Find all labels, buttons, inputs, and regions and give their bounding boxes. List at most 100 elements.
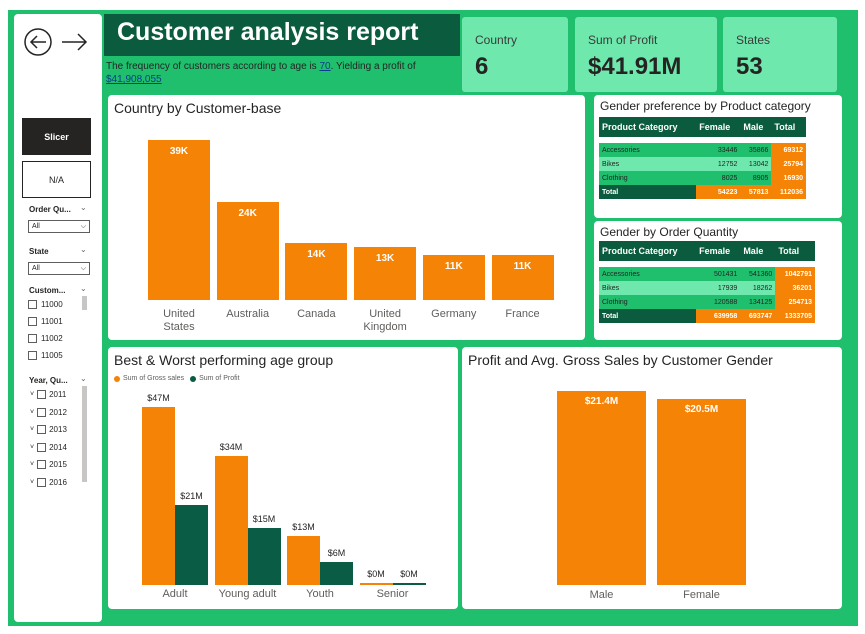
table-header-cell: Product Category [599,241,697,261]
title-banner [104,14,460,56]
customer-checkbox-item[interactable]: 11005 [28,351,63,360]
product-table-panel[interactable]: Gender preference by Product category Pr… [594,95,842,218]
bar-australia[interactable] [216,201,279,300]
caret-down-icon: ⌵ [80,265,86,272]
checkbox[interactable] [37,442,47,452]
table-cell: 35866 [740,143,772,157]
kpi-card-profit: Sum of Profit $41.91M [575,17,717,92]
age-group-chart-panel[interactable]: Best & Worst performing age group Sum of… [108,347,458,609]
year-checkbox-item[interactable]: ˅ 2013 [30,425,67,435]
table-title: Gender by Order Quantity [600,225,739,239]
year-checkbox-item[interactable]: ˅ 2011 [30,390,66,399]
year-checkbox-item[interactable]: ˅ 2014 [30,442,67,452]
bar-adult-profit[interactable] [175,505,208,585]
chevron-down-icon[interactable]: ˅ [30,479,35,486]
spacer-cell [771,137,806,143]
bar-senior-gross[interactable] [359,583,393,585]
forward-arrow-icon[interactable] [58,26,90,58]
checkbox[interactable] [37,460,47,470]
kpi-card-country: Country 6 [462,17,568,92]
bar-data-label: $21M [180,491,203,502]
bar-united-kingdom[interactable] [354,246,417,300]
year-checkbox-item[interactable]: ˅ 2012 [30,407,67,417]
bar-data-label: $0M [400,569,418,579]
year-label: 2015 [49,460,67,470]
bar-youth-gross[interactable] [287,535,320,585]
bar-france[interactable] [491,254,554,300]
category-label: Canada [297,308,336,320]
table-cell: 134125 [740,295,776,309]
gender-chart-panel[interactable]: Profit and Avg. Gross Sales by Customer … [462,347,842,609]
legend-dot-gross [114,375,120,382]
year-checkbox-item[interactable]: ˅ 2016 [30,478,67,487]
legend-label-profit: Sum of Profit [199,375,240,382]
customer-id: 11005 [41,351,63,360]
checkbox[interactable] [28,334,37,343]
table-cell: 69312 [771,143,806,157]
spacer-cell [740,261,776,267]
checkbox[interactable] [28,317,37,326]
customer-checkbox-item[interactable]: 11001 [28,317,63,326]
customer-checkbox-item[interactable]: 11002 [28,334,63,343]
chevron-down-icon[interactable]: ˅ [30,391,35,398]
customer-id: 11001 [41,317,63,326]
year-label: 2014 [49,442,67,452]
bar-young-adult-profit[interactable] [247,528,281,585]
bar-canada[interactable] [285,242,348,300]
checkbox[interactable] [37,478,47,487]
bar-young-adult-gross[interactable] [214,456,248,585]
checkbox[interactable] [37,407,47,417]
table-cell: Accessories [599,143,697,157]
table-cell: 8025 [696,171,741,185]
bar-united-states[interactable] [148,140,210,300]
table-cell: 112036 [771,185,806,199]
category-label: United States [163,308,195,333]
customer-checkbox-item[interactable]: 11000 [28,300,63,309]
table-total-row: Total 54223 57813 112036 [599,185,806,199]
chart-title: Country by Customer-base [114,100,282,116]
checkbox[interactable] [28,351,37,360]
category-label: Youth [306,588,334,600]
na-button[interactable]: N/A [22,161,91,198]
bar-germany[interactable] [422,254,485,300]
category-label: Male [589,589,614,601]
back-arrow-icon[interactable] [22,26,54,58]
bar-data-label: 11K [513,260,532,272]
state-slicer-label: State [29,247,49,256]
checkbox[interactable] [37,390,47,399]
order-quantity-dropdown[interactable]: All ⌵ [28,220,90,233]
year-scrollbar[interactable] [82,386,87,482]
bar-data-label: $6M [327,548,346,559]
subtitle-prefix: The frequency of customers according to … [106,61,320,72]
bar-senior-profit[interactable] [392,583,426,585]
checkbox[interactable] [37,425,47,435]
order-table-panel[interactable]: Gender by Order Quantity Product Categor… [594,221,842,340]
table-header-row: Product Category Female Male Total [599,117,806,137]
chevron-down-icon[interactable]: ˅ [30,408,35,416]
bar-youth-profit[interactable] [320,562,353,585]
checkbox[interactable] [28,300,37,309]
chevron-down-icon[interactable]: ˅ [30,443,35,451]
subtitle-middle: . Yielding a profit of [330,61,416,72]
chart-title: Best & Worst performing age group [114,352,334,368]
slicer-button[interactable]: Slicer [22,118,91,155]
chevron-down-icon[interactable]: ⌄ [80,374,87,383]
spacer-cell [775,261,815,267]
chevron-down-icon[interactable]: ˅ [30,426,35,434]
chevron-down-icon[interactable]: ⌄ [80,203,87,212]
spacer-cell [599,137,697,143]
customer-scrollbar[interactable] [82,296,87,310]
table-row: Clothing 120588 134125 254713 [599,295,815,309]
state-dropdown[interactable]: All ⌵ [28,262,90,275]
year-checkbox-item[interactable]: ˅ 2015 [30,460,67,470]
chevron-down-icon[interactable]: ⌄ [80,284,87,293]
kpi-label: States [736,33,771,47]
country-chart-panel[interactable]: Country by Customer-base 39K United States… [108,95,585,340]
bar-female[interactable] [657,399,746,585]
chevron-down-icon[interactable]: ⌄ [80,245,87,254]
bar-data-label: $47M [147,393,170,403]
table-cell: 54223 [696,185,741,199]
chevron-down-icon[interactable]: ˅ [30,461,35,469]
bar-male[interactable] [557,391,646,585]
bar-adult-gross[interactable] [142,407,175,585]
